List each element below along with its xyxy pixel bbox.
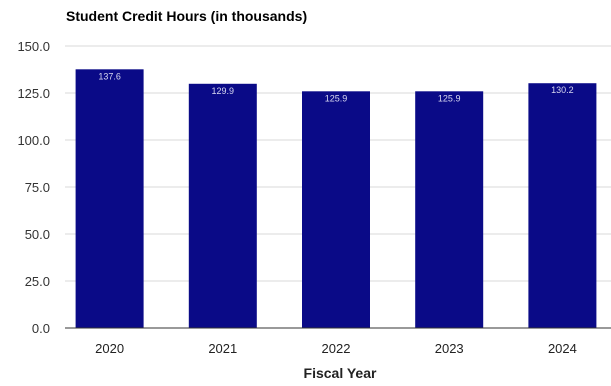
- bar-2023: [415, 91, 484, 328]
- x-axis-title: Fiscal Year: [304, 365, 377, 381]
- bar-2020: [75, 69, 144, 328]
- x-tick-label-2024: 2024: [548, 341, 577, 356]
- bars: [75, 69, 597, 329]
- x-tick-label-2023: 2023: [435, 341, 464, 356]
- data-label-2022: 125.9: [325, 93, 348, 103]
- x-tick-label-2020: 2020: [95, 341, 124, 356]
- data-labels: 137.6 129.9 125.9 125.9 130.2: [98, 71, 573, 103]
- x-tick-label-2022: 2022: [322, 341, 351, 356]
- data-label-2024: 130.2: [551, 85, 574, 95]
- y-tick-label: 0.0: [32, 321, 50, 336]
- x-tick-label-2021: 2021: [208, 341, 237, 356]
- bar-2022: [302, 91, 370, 328]
- y-tick-label: 150.0: [17, 39, 50, 54]
- chart-title: Student Credit Hours (in thousands): [66, 8, 307, 24]
- y-tick-label: 125.0: [17, 86, 50, 101]
- bar-2024: [528, 83, 597, 328]
- y-axis-ticks: 0.0 25.0 50.0 75.0 100.0 125.0 150.0: [17, 39, 50, 336]
- y-tick-label: 25.0: [25, 274, 50, 289]
- y-tick-label: 75.0: [25, 180, 50, 195]
- y-tick-label: 50.0: [25, 227, 50, 242]
- bar-2021: [188, 83, 257, 329]
- y-tick-label: 100.0: [17, 133, 50, 148]
- data-label-2021: 129.9: [212, 86, 235, 96]
- x-axis-ticks: 2020 2021 2022 2023 2024: [95, 341, 577, 356]
- data-label-2020: 137.6: [98, 71, 121, 81]
- data-label-2023: 125.9: [438, 93, 461, 103]
